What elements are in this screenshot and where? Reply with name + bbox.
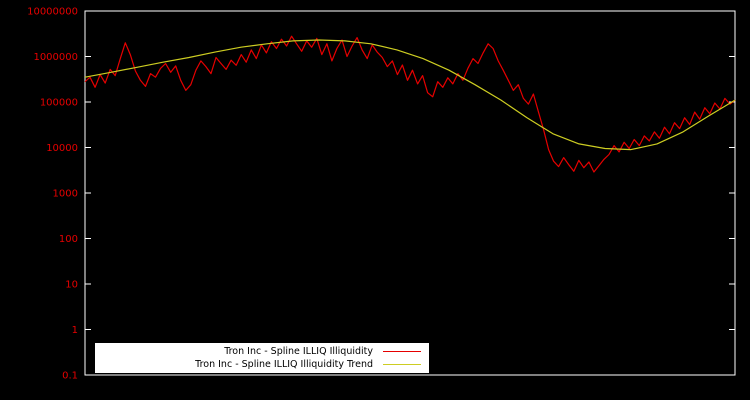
y-tick-label: 10 — [65, 280, 78, 291]
legend-line-sample-illiquidity-trend — [383, 364, 421, 365]
y-tick-label: 1000000 — [33, 52, 78, 63]
series-line-1 — [84, 39, 736, 151]
legend-item-illiquidity-trend: Tron Inc - Spline ILLIQ Illiquidity Tren… — [103, 358, 421, 371]
legend-label-illiquidity: Tron Inc - Spline ILLIQ Illiquidity — [224, 346, 373, 357]
legend-line-sample-illiquidity — [383, 351, 421, 352]
y-tick-label: 10000 — [46, 143, 78, 154]
y-tick-label: 1000 — [53, 189, 78, 200]
y-tick-label: 100 — [59, 234, 78, 245]
legend-label-illiquidity-trend: Tron Inc - Spline ILLIQ Illiquidity Tren… — [195, 359, 373, 370]
chart-legend: Tron Inc - Spline ILLIQ Illiquidity Tron… — [95, 343, 429, 373]
y-tick-label: 1 — [72, 325, 78, 336]
y-tick-label: 10000000 — [27, 7, 78, 18]
y-tick-label: 100000 — [40, 98, 78, 109]
series-line-0 — [84, 35, 736, 173]
legend-item-illiquidity: Tron Inc - Spline ILLIQ Illiquidity — [103, 345, 421, 358]
plot-frame — [84, 10, 736, 376]
y-tick-label: 0.1 — [62, 371, 78, 382]
